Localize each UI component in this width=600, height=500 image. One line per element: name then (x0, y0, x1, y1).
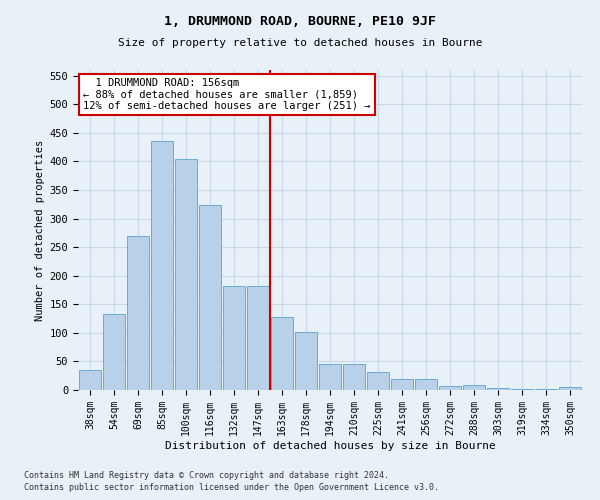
Bar (175, 158, 197, 390)
Bar (439, 386, 461, 390)
X-axis label: Distribution of detached houses by size in Bourne: Distribution of detached houses by size … (164, 440, 496, 450)
Bar (127, 236, 149, 390)
Bar (391, 378, 413, 390)
Bar (367, 372, 389, 390)
Text: 1 DRUMMOND ROAD: 156sqm  
← 88% of detached houses are smaller (1,859)
12% of se: 1 DRUMMOND ROAD: 156sqm ← 88% of detache… (83, 78, 371, 111)
Bar (415, 378, 437, 390)
Bar (271, 318, 293, 390)
Bar (295, 332, 317, 390)
Text: 1, DRUMMOND ROAD, BOURNE, PE10 9JF: 1, DRUMMOND ROAD, BOURNE, PE10 9JF (164, 15, 436, 28)
Bar (79, 370, 101, 390)
Bar (319, 364, 341, 390)
Bar (247, 286, 269, 390)
Bar (223, 286, 245, 390)
Text: Contains public sector information licensed under the Open Government Licence v3: Contains public sector information licen… (24, 484, 439, 492)
Bar (535, 389, 557, 390)
Bar (151, 142, 173, 390)
Bar (487, 388, 509, 390)
Bar (343, 364, 365, 390)
Y-axis label: Number of detached properties: Number of detached properties (35, 140, 46, 320)
Bar (103, 314, 125, 390)
Bar (559, 387, 581, 390)
Text: Contains HM Land Registry data © Crown copyright and database right 2024.: Contains HM Land Registry data © Crown c… (24, 471, 389, 480)
Bar (199, 206, 221, 390)
Bar (511, 389, 533, 390)
Bar (463, 386, 485, 390)
Text: Size of property relative to detached houses in Bourne: Size of property relative to detached ho… (118, 38, 482, 48)
